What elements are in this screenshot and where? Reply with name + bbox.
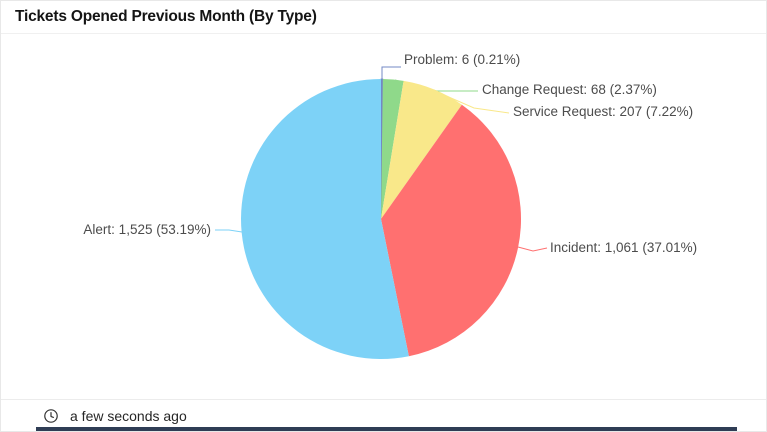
pie-slice-incident[interactable] — [381, 104, 522, 357]
leader-line-incident — [517, 246, 548, 252]
pie-slice-problem[interactable] — [380, 78, 384, 220]
pie-slice-alert[interactable] — [241, 79, 409, 359]
slice-label-change-request: Change Request: 68 (2.37%) — [482, 82, 657, 97]
slice-label-problem: Problem: 6 (0.21%) — [404, 52, 520, 67]
slice-label-alert: Alert: 1,525 (53.19%) — [83, 222, 211, 237]
pie-slice-change-request[interactable] — [381, 79, 404, 219]
pie-slice-service-request[interactable] — [381, 80, 462, 219]
widget-footer: a few seconds ago — [1, 399, 766, 431]
clock-icon — [44, 409, 58, 423]
bottom-bar — [36, 427, 737, 431]
leader-line-alert — [215, 229, 243, 233]
leader-line-problem — [381, 66, 401, 79]
last-updated-text: a few seconds ago — [70, 408, 187, 424]
leader-line-service-request — [434, 90, 510, 114]
page-title: Tickets Opened Previous Month (By Type) — [15, 8, 317, 25]
slice-label-service-request: Service Request: 207 (7.22%) — [513, 104, 693, 119]
widget-header: Tickets Opened Previous Month (By Type) — [1, 1, 766, 34]
slice-label-incident: Incident: 1,061 (37.01%) — [550, 240, 697, 255]
